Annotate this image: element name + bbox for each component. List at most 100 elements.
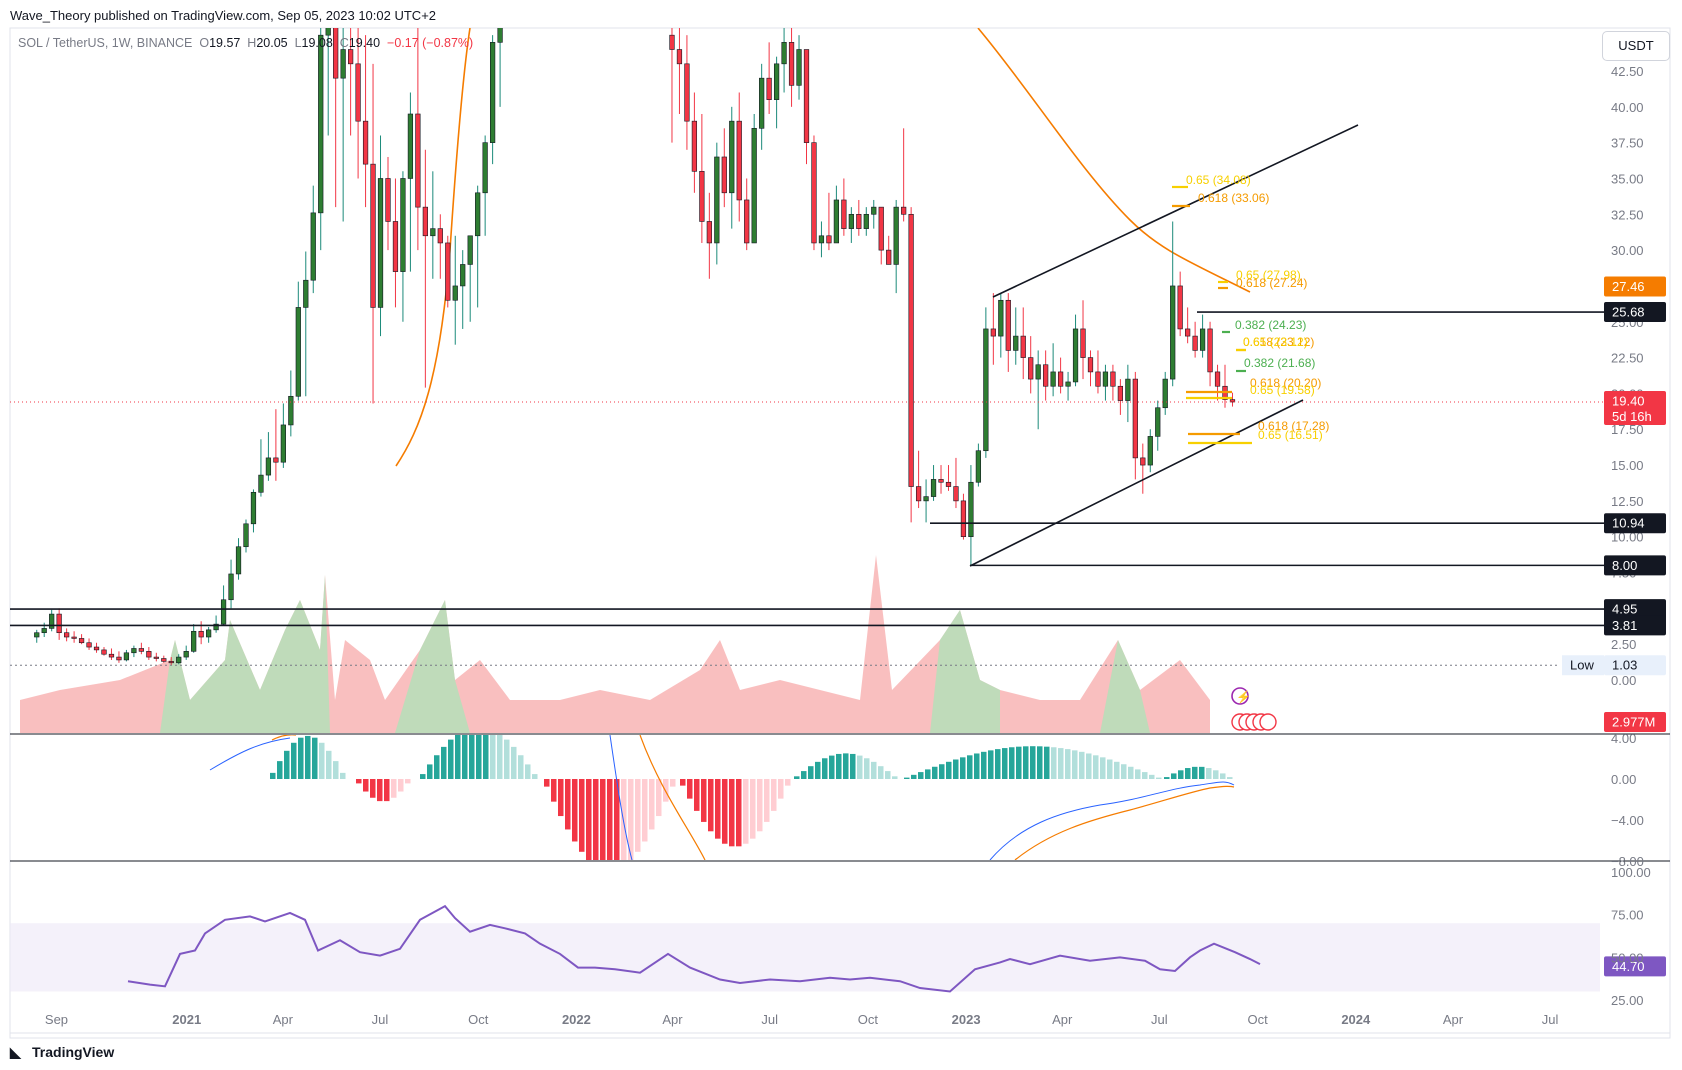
fib-label: 0.618 (33.06) xyxy=(1198,191,1269,205)
macd-histogram-bar xyxy=(708,779,714,832)
candle xyxy=(489,35,496,165)
candle-body-up xyxy=(467,235,473,265)
candle xyxy=(1155,400,1161,451)
macd-histogram-bar xyxy=(1149,774,1155,779)
candle xyxy=(781,28,787,93)
candle xyxy=(923,479,929,523)
candle-body-up xyxy=(183,651,189,658)
candle-body-up xyxy=(818,235,825,244)
macd-histogram-bar xyxy=(850,753,856,779)
macd-tick-label: −8.00 xyxy=(1611,854,1644,869)
macd-histogram-bar xyxy=(904,777,910,779)
time-tick-label: 2021 xyxy=(172,1012,201,1027)
candle xyxy=(1005,293,1011,372)
candle xyxy=(497,28,503,107)
candle xyxy=(1110,364,1116,401)
candle xyxy=(153,652,159,662)
macd-histogram-bar xyxy=(462,735,468,779)
macd-histogram-bar xyxy=(427,764,433,779)
candle xyxy=(191,624,197,653)
macd-histogram-bar xyxy=(356,779,362,784)
candle xyxy=(176,654,182,665)
candle xyxy=(445,235,451,308)
candle-body-up xyxy=(1102,371,1109,387)
candle xyxy=(998,293,1004,358)
macd-histogram-bar xyxy=(1072,750,1078,779)
fib-label: 0.65 (27.98) xyxy=(1236,268,1301,282)
candle-body-up xyxy=(1199,328,1206,351)
candle-body-up xyxy=(1155,407,1161,437)
candle-body-down xyxy=(878,206,884,251)
tradingview-logo[interactable]: ◣ TradingView xyxy=(10,1044,114,1061)
macd-histogram-bar xyxy=(614,779,620,860)
macd-histogram-bar xyxy=(1164,777,1170,779)
candle xyxy=(915,450,922,509)
candle xyxy=(64,628,70,642)
candle xyxy=(34,629,40,643)
candle xyxy=(415,28,421,251)
candle-body-up xyxy=(191,630,197,652)
macd-histogram-bar xyxy=(1023,746,1029,779)
macd-histogram-bar xyxy=(771,779,777,811)
macd-histogram-bar xyxy=(1135,769,1141,779)
candle-body-down xyxy=(348,49,354,65)
candle xyxy=(1095,350,1101,394)
candle xyxy=(131,645,137,658)
candle-body-up xyxy=(871,206,877,215)
macd-histogram-bar xyxy=(1051,747,1057,779)
price-label-text: 2.977M xyxy=(1612,715,1655,730)
macd-histogram-bar xyxy=(305,735,311,779)
candle-body-up xyxy=(243,523,249,548)
low-value: 19.08 xyxy=(301,36,333,50)
candle xyxy=(721,128,727,208)
macd-histogram-bar xyxy=(843,753,849,779)
candle-body-down xyxy=(56,613,62,634)
candle-body-down xyxy=(811,142,817,244)
candle-body-down xyxy=(168,661,174,664)
open-value: 19.57 xyxy=(209,36,241,50)
macd-histogram-bar xyxy=(1227,777,1233,779)
candle-body-up xyxy=(452,285,458,301)
candle xyxy=(953,457,959,509)
candle xyxy=(893,199,899,294)
currency-button[interactable]: USDT xyxy=(1602,31,1670,61)
high-label: H xyxy=(247,36,257,50)
candle-body-down xyxy=(385,178,391,222)
candle xyxy=(744,178,750,251)
macd-histogram-bar xyxy=(319,742,325,779)
candle-body-down xyxy=(93,646,100,651)
macd-histogram-bar xyxy=(621,779,627,860)
candle-body-down xyxy=(856,213,862,229)
macd-histogram-bar xyxy=(911,774,917,779)
candle xyxy=(901,128,907,222)
candle xyxy=(848,207,854,243)
macd-histogram-bar xyxy=(1178,770,1184,779)
candle xyxy=(930,465,937,501)
tv-logo-icon: ◣ xyxy=(10,1044,21,1060)
macd-histogram-bar xyxy=(871,761,877,779)
macd-histogram-bar xyxy=(1065,749,1071,779)
macd-histogram-bar xyxy=(960,757,966,779)
macd-histogram-bar xyxy=(701,779,707,822)
time-tick-label: Apr xyxy=(662,1012,683,1027)
candle-body-up xyxy=(833,199,840,244)
candle xyxy=(437,214,443,279)
candle xyxy=(1013,307,1019,365)
macd-histogram-bar xyxy=(593,779,599,860)
macd-histogram-bar xyxy=(656,779,662,817)
candle xyxy=(1125,364,1131,423)
price-label-text: 10.94 xyxy=(1612,516,1645,531)
symbol-name[interactable]: SOL / TetherUS, 1W, BINANCE xyxy=(18,36,193,50)
macd-histogram-bar xyxy=(729,779,735,847)
candle xyxy=(1162,371,1168,415)
candle xyxy=(975,443,982,487)
fib-label: 0.618 (23.12) xyxy=(1243,335,1314,349)
candle xyxy=(803,49,810,165)
candle-body-down xyxy=(392,221,399,272)
open-label: O xyxy=(199,36,210,50)
price-label-text: 27.46 xyxy=(1612,279,1645,294)
candle-body-up xyxy=(893,206,899,265)
candle-body-up xyxy=(176,656,182,664)
macd-histogram-bar xyxy=(377,779,383,802)
candle xyxy=(1177,271,1183,337)
